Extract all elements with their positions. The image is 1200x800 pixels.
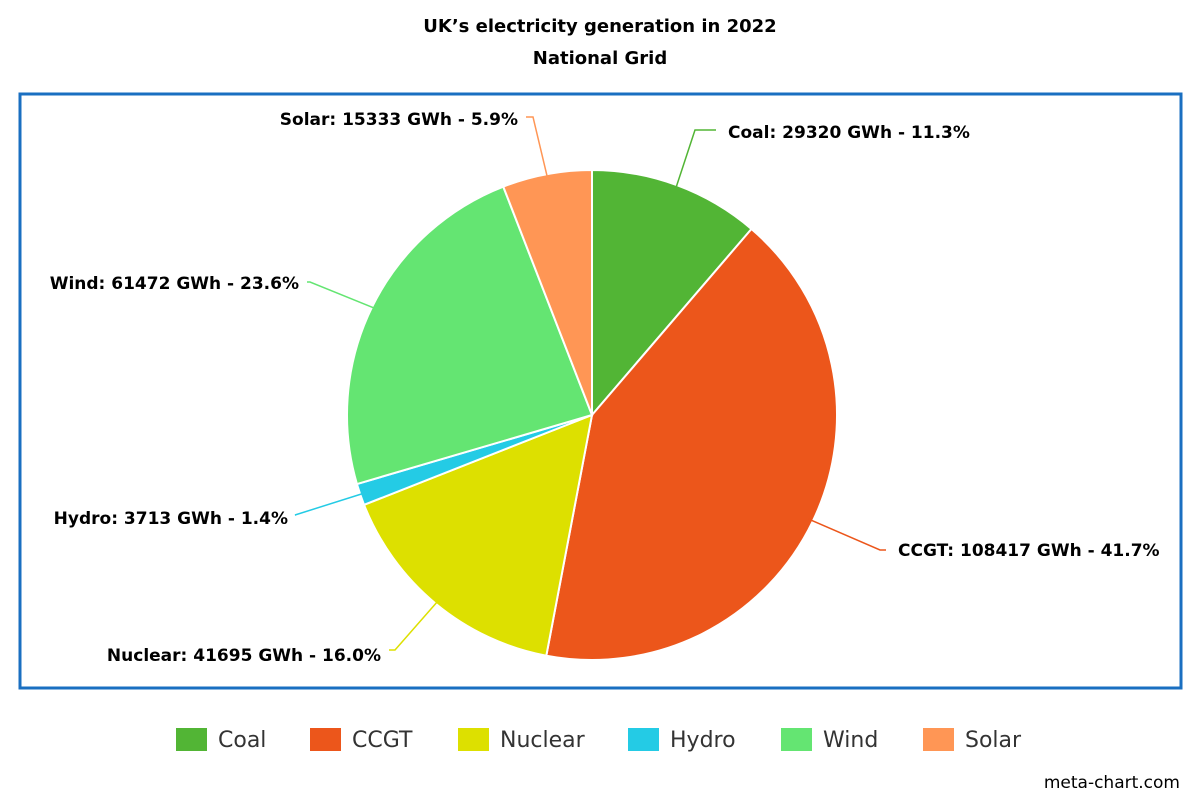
legend-swatch <box>628 728 659 751</box>
data-label: Coal: 29320 GWh - 11.3% <box>728 123 970 143</box>
legend-label: Coal <box>218 728 266 753</box>
legend-swatch <box>923 728 954 751</box>
leader-line <box>389 599 440 651</box>
data-label: CCGT: 108417 GWh - 41.7% <box>898 541 1160 561</box>
leader-line <box>808 518 886 551</box>
credit: meta-chart.com <box>1044 773 1180 793</box>
legend-swatch <box>176 728 207 751</box>
legend-label: Solar <box>965 728 1022 753</box>
data-label: Solar: 15333 GWh - 5.9% <box>280 110 518 130</box>
legend-label: Hydro <box>670 728 736 753</box>
leader-line <box>307 281 377 310</box>
plot-border <box>18 92 1183 690</box>
legend-swatch <box>458 728 489 751</box>
leader-line <box>674 129 716 191</box>
data-label: Wind: 61472 GWh - 23.6% <box>50 274 299 294</box>
data-label: Hydro: 3713 GWh - 1.4% <box>54 509 288 529</box>
legend-label: CCGT <box>352 728 413 753</box>
legend-swatch <box>310 728 341 751</box>
legend-label: Nuclear <box>500 728 586 753</box>
chart-title: UK’s electricity generation in 2022 <box>423 16 776 37</box>
legend-swatch <box>781 728 812 751</box>
data-label: Nuclear: 41695 GWh - 16.0% <box>107 646 381 666</box>
leader-line <box>526 116 549 180</box>
chart-subtitle: National Grid <box>533 48 667 69</box>
legend-label: Wind <box>823 728 878 753</box>
leader-line <box>294 492 366 516</box>
